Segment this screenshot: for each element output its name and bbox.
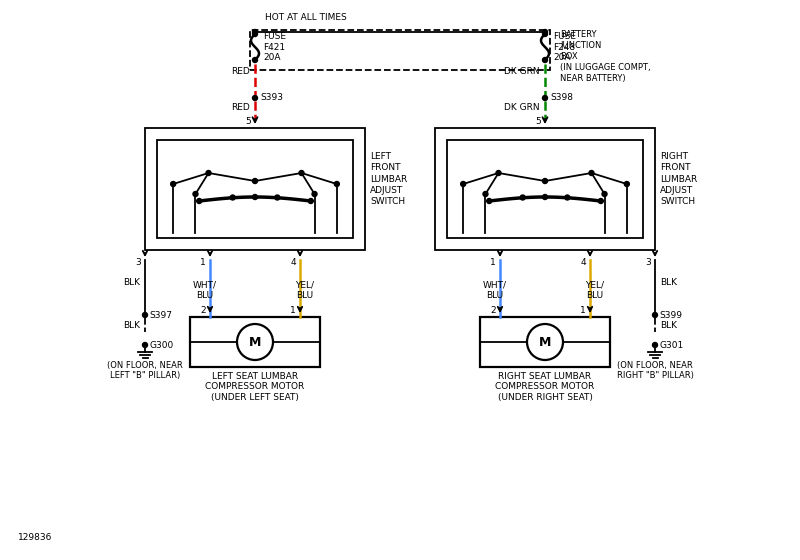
Text: 2: 2 xyxy=(490,306,496,315)
Circle shape xyxy=(598,198,603,203)
Circle shape xyxy=(496,170,501,175)
Bar xyxy=(145,128,365,250)
Bar xyxy=(480,317,610,367)
Circle shape xyxy=(542,96,547,100)
Text: YEL/
BLU: YEL/ BLU xyxy=(295,281,314,300)
Text: 1: 1 xyxy=(580,306,586,315)
Text: G301: G301 xyxy=(659,340,683,349)
Text: S399: S399 xyxy=(659,310,682,320)
Text: 4: 4 xyxy=(580,258,586,267)
Circle shape xyxy=(253,30,258,35)
Text: S398: S398 xyxy=(550,94,573,102)
Text: RED: RED xyxy=(231,68,250,77)
Text: RED: RED xyxy=(231,104,250,113)
Text: (ON FLOOR, NEAR
LEFT "B" PILLAR): (ON FLOOR, NEAR LEFT "B" PILLAR) xyxy=(107,361,183,380)
Circle shape xyxy=(299,170,304,175)
Circle shape xyxy=(142,343,147,348)
Text: M: M xyxy=(539,335,551,348)
Circle shape xyxy=(253,96,258,100)
Text: 5: 5 xyxy=(535,117,541,126)
Bar xyxy=(157,140,353,238)
Circle shape xyxy=(542,179,547,184)
Circle shape xyxy=(253,179,258,184)
Circle shape xyxy=(253,58,258,63)
Text: S397: S397 xyxy=(149,310,172,320)
Text: 1: 1 xyxy=(290,306,296,315)
Text: BATTERY
JUNCTION
BOX
(IN LUGGAGE COMPT,
NEAR BATTERY): BATTERY JUNCTION BOX (IN LUGGAGE COMPT, … xyxy=(560,30,650,83)
Circle shape xyxy=(542,194,547,199)
Text: S393: S393 xyxy=(260,94,283,102)
Circle shape xyxy=(542,30,547,35)
Text: (ON FLOOR, NEAR
RIGHT "B" PILLAR): (ON FLOOR, NEAR RIGHT "B" PILLAR) xyxy=(617,361,694,380)
Text: HOT AT ALL TIMES: HOT AT ALL TIMES xyxy=(265,13,346,22)
Text: 129836: 129836 xyxy=(18,533,52,542)
Text: 1: 1 xyxy=(200,258,206,267)
Text: BLK: BLK xyxy=(660,278,677,287)
Circle shape xyxy=(542,58,547,63)
Text: BLK: BLK xyxy=(123,321,140,330)
Circle shape xyxy=(589,170,594,175)
Circle shape xyxy=(334,181,339,186)
Bar xyxy=(435,128,655,250)
Text: DK GRN: DK GRN xyxy=(504,104,540,113)
Text: WHT/
BLU: WHT/ BLU xyxy=(193,281,217,300)
Circle shape xyxy=(230,195,235,200)
Circle shape xyxy=(275,195,280,200)
Text: M: M xyxy=(249,335,261,348)
Circle shape xyxy=(197,198,202,203)
Text: 3: 3 xyxy=(135,258,141,267)
Text: FUSE
F248
20A: FUSE F248 20A xyxy=(553,32,576,62)
Circle shape xyxy=(565,195,570,200)
Text: BLK: BLK xyxy=(123,278,140,287)
Circle shape xyxy=(653,312,658,318)
Text: 2: 2 xyxy=(200,306,206,315)
Text: 5: 5 xyxy=(246,117,251,126)
Circle shape xyxy=(253,194,258,199)
Circle shape xyxy=(206,170,211,175)
Text: BLK: BLK xyxy=(660,321,677,330)
Text: DK GRN: DK GRN xyxy=(504,68,540,77)
Text: YEL/
BLU: YEL/ BLU xyxy=(586,281,605,300)
Text: RIGHT SEAT LUMBAR
COMPRESSOR MOTOR
(UNDER RIGHT SEAT): RIGHT SEAT LUMBAR COMPRESSOR MOTOR (UNDE… xyxy=(495,372,594,402)
Circle shape xyxy=(483,192,488,197)
Circle shape xyxy=(461,181,466,186)
Circle shape xyxy=(142,312,147,318)
Circle shape xyxy=(542,31,547,36)
Text: WHT/
BLU: WHT/ BLU xyxy=(483,281,507,300)
Circle shape xyxy=(653,343,658,348)
Circle shape xyxy=(312,192,317,197)
Circle shape xyxy=(486,198,492,203)
Text: LEFT
FRONT
LUMBAR
ADJUST
SWITCH: LEFT FRONT LUMBAR ADJUST SWITCH xyxy=(370,152,407,206)
Text: 3: 3 xyxy=(646,258,651,267)
Text: G300: G300 xyxy=(149,340,174,349)
Text: LEFT SEAT LUMBAR
COMPRESSOR MOTOR
(UNDER LEFT SEAT): LEFT SEAT LUMBAR COMPRESSOR MOTOR (UNDER… xyxy=(206,372,305,402)
Bar xyxy=(190,317,320,367)
Text: RIGHT
FRONT
LUMBAR
ADJUST
SWITCH: RIGHT FRONT LUMBAR ADJUST SWITCH xyxy=(660,152,698,206)
Text: 4: 4 xyxy=(290,258,296,267)
Bar xyxy=(250,30,550,70)
Circle shape xyxy=(193,192,198,197)
Circle shape xyxy=(520,195,525,200)
Circle shape xyxy=(253,31,258,36)
Text: FUSE
F421
20A: FUSE F421 20A xyxy=(263,32,286,62)
Circle shape xyxy=(624,181,630,186)
Bar xyxy=(447,140,643,238)
Circle shape xyxy=(308,198,314,203)
Text: 1: 1 xyxy=(490,258,496,267)
Circle shape xyxy=(602,192,607,197)
Circle shape xyxy=(170,181,176,186)
